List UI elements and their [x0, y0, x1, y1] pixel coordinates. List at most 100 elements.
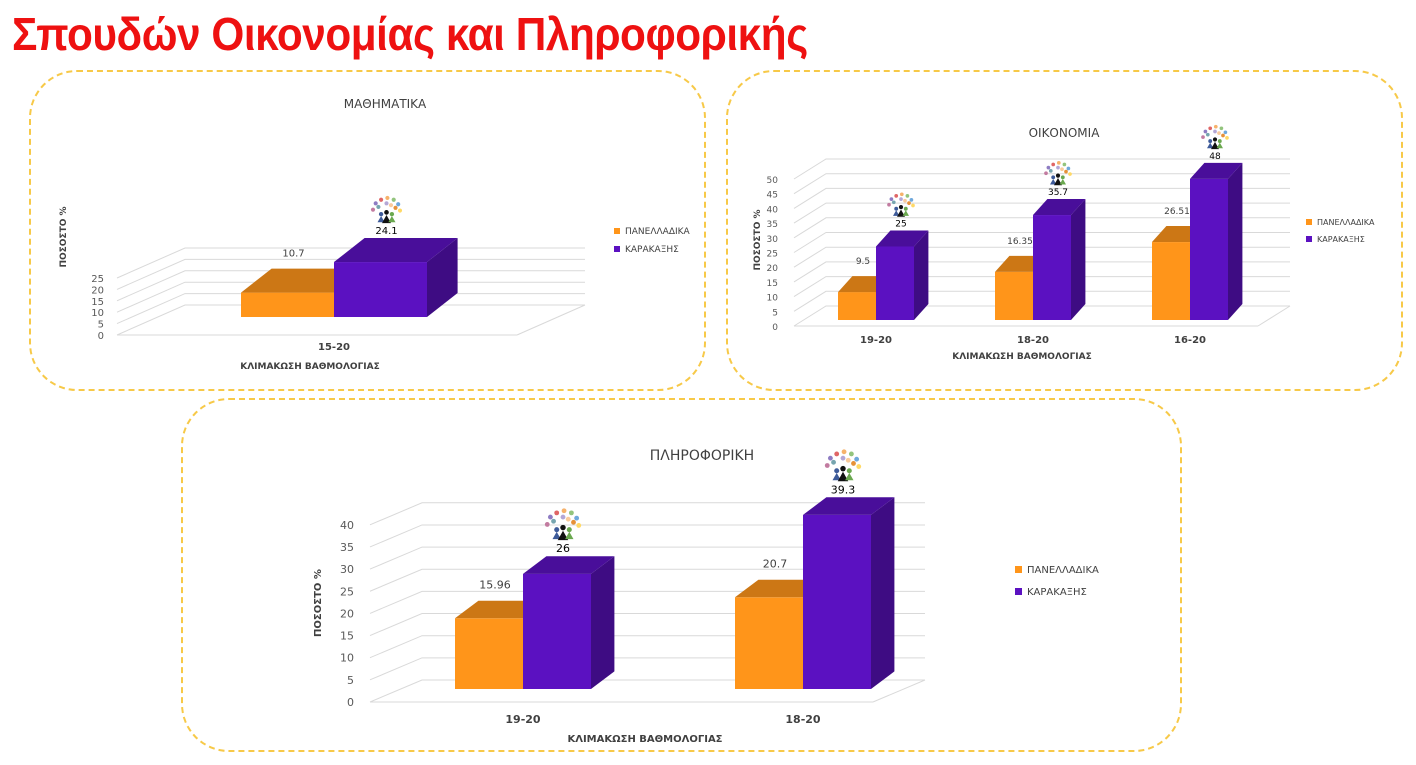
info-icon-head: [846, 468, 852, 474]
eco-gridline: [793, 261, 1290, 283]
info-y-axis-title: ΠΟΣΟΣΤΟ %: [313, 569, 324, 637]
eco-icon-figure: [1059, 178, 1066, 185]
math-colorful-tree-people-icon: [370, 195, 403, 224]
eco-chart-title: ΟΙΚΟΝΟΜΙΑ: [1029, 126, 1101, 140]
info-icon-figure: [832, 472, 841, 481]
eco-ytick-label: 25: [767, 250, 778, 260]
eco-gridline: [793, 290, 1290, 312]
info-bar-karakaxis: [523, 573, 591, 689]
info-icon-dot: [551, 518, 556, 524]
math-legend-label-panelladika: ΠΑΝΕΛΛΑΔΙΚΑ: [625, 227, 691, 237]
eco-bar-panelladika: [1152, 242, 1190, 320]
eco-colorful-tree-people-icon: [887, 192, 915, 217]
eco-icon-figure: [1211, 141, 1219, 150]
eco-icon-dot: [1213, 129, 1217, 134]
math-bar-karakaxis: [334, 262, 427, 317]
eco-bar-panelladika: [995, 271, 1033, 320]
info-icon-figure: [552, 531, 561, 540]
info-icon-dot: [571, 519, 576, 525]
math-icon-figure: [377, 215, 385, 223]
info-category-label: 18-20: [785, 713, 821, 726]
eco-gridline: [793, 246, 1290, 268]
eco-icon-dot: [894, 194, 899, 198]
eco-floor-right: [1257, 305, 1291, 327]
eco-gridline: [793, 202, 1290, 224]
info-icon-dot: [856, 464, 862, 469]
eco-data-label-panelladika: 16.35: [1007, 237, 1033, 247]
math-icon-figure: [382, 215, 391, 224]
eco-icon-dot: [1203, 129, 1208, 134]
info-icon-dot: [574, 515, 580, 521]
eco-gridline: [793, 232, 1290, 253]
eco-legend-swatch-panelladika: [1306, 219, 1312, 225]
info-ytick-label: 30: [340, 563, 354, 576]
math-icon-dot: [391, 197, 396, 202]
eco-icon-head: [1212, 137, 1218, 142]
info-icon-dot: [554, 510, 560, 516]
info-colorful-tree-people-icon: [824, 449, 862, 482]
info-category-label: 19-20: [505, 713, 541, 726]
info-floor-right: [872, 679, 926, 703]
info-ytick-label: 40: [340, 519, 354, 532]
info-data-label-karakaxis: 26: [556, 542, 570, 555]
math-chart-panel: [29, 70, 706, 391]
math-floor-right: [516, 304, 586, 336]
info-bar-panelladika: [735, 597, 803, 689]
info-icon-dot: [561, 508, 567, 514]
math-x-axis-title: ΚΛΙΜΑΚΩΣΗ ΒΑΘΜΟΛΟΓΙΑΣ: [240, 362, 380, 372]
eco-icon-dot: [1048, 169, 1053, 173]
info-icon-head: [566, 527, 572, 533]
math-legend-swatch-panelladika: [614, 228, 620, 234]
eco-icon-dot: [887, 202, 891, 207]
math-icon-figure: [388, 215, 396, 223]
eco-icon-dot: [1223, 130, 1228, 135]
eco-bar-karakaxis-top: [1190, 162, 1243, 179]
info-icon-figure: [837, 471, 849, 482]
math-icon-dot: [376, 204, 381, 210]
eco-icon-head: [1055, 173, 1061, 178]
eco-icon-dot: [1060, 167, 1064, 172]
info-icon-dot: [831, 459, 836, 465]
eco-icon-head: [894, 206, 899, 211]
info-icon-dot: [834, 451, 840, 457]
math-icon-head: [389, 211, 395, 217]
info-icon-dot: [827, 455, 833, 461]
eco-bar-karakaxis-side: [1228, 162, 1243, 320]
info-ytick-label: 0: [347, 696, 354, 709]
eco-chart: 0 5 10 15 20 25 30 35 40 45 50 9.5 25 19-20 16.35 35.7 1…: [753, 124, 1375, 362]
eco-icon-figure: [1207, 142, 1214, 149]
math-bar-panelladika-top: [241, 268, 365, 293]
eco-bar-panelladika: [838, 292, 876, 320]
eco-icon-dot: [1044, 171, 1048, 176]
info-icon-head: [554, 527, 560, 533]
eco-bar-karakaxis-top: [1033, 199, 1086, 216]
info-bar-karakaxis-top: [803, 497, 895, 515]
eco-gridline: [793, 305, 1290, 327]
info-data-label-karakaxis: 39.3: [831, 483, 856, 496]
eco-ytick-label: 10: [767, 294, 779, 304]
eco-icon-dot: [889, 197, 894, 201]
eco-ytick-label: 5: [772, 308, 778, 318]
math-ytick-label: 20: [91, 285, 104, 296]
info-gridline: [369, 568, 925, 592]
eco-icon-dot: [899, 192, 904, 197]
info-gridline: [369, 502, 925, 526]
eco-category-label: 16-20: [1174, 335, 1206, 346]
eco-bar-karakaxis-top: [876, 230, 929, 247]
math-y-axis-title: ΠΟΣΟΣΤΟ %: [59, 206, 69, 267]
eco-icon-dot: [909, 198, 914, 202]
info-ytick-label: 15: [340, 630, 354, 643]
info-legend-label-karakaxis: ΚΑΡΑΚΑΞΗΣ: [1027, 587, 1087, 598]
eco-gridline: [793, 276, 1290, 298]
eco-icon-head: [898, 205, 904, 210]
info-icon-head: [560, 524, 566, 531]
eco-icon-dot: [903, 198, 907, 203]
info-icon-dot: [854, 456, 860, 462]
math-icon-dot: [373, 201, 378, 206]
info-ytick-label: 10: [340, 652, 354, 665]
eco-icon-head: [1217, 139, 1222, 143]
info-icon-dot: [840, 455, 846, 461]
math-bar-karakaxis-top: [334, 238, 458, 263]
info-icon-dot: [560, 514, 566, 520]
eco-icon-dot: [1225, 136, 1229, 140]
